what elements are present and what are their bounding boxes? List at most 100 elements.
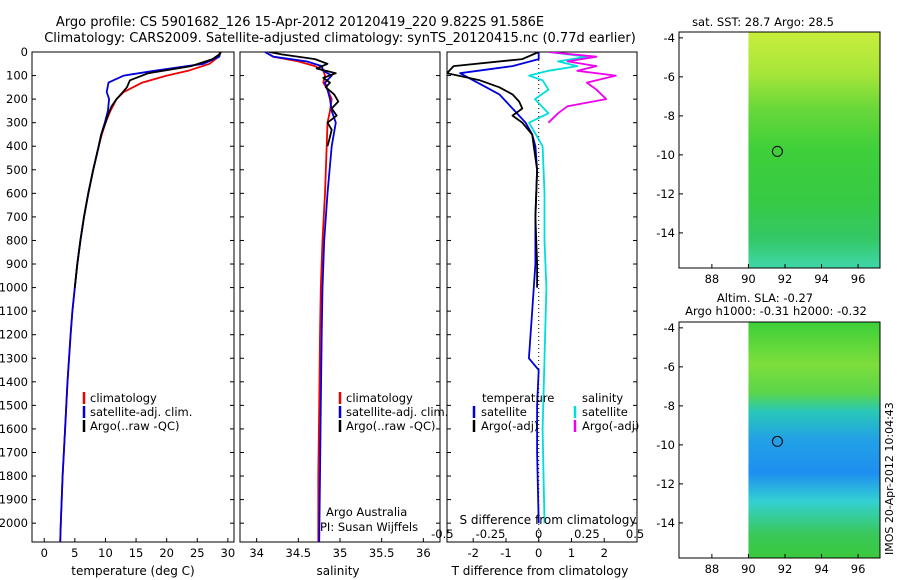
series-line-t-argo-adj- [447, 52, 540, 288]
x-tick-label: 2 [601, 546, 608, 560]
depth-tick-label: 500 [6, 163, 28, 177]
sla-map-panel: Altim. SLA: -0.27 Argo h1000: -0.31 h200… [656, 291, 881, 576]
depth-tick-label: 1300 [0, 351, 28, 365]
map-y-tick-label: -12 [656, 477, 675, 491]
depth-tick-label: 1500 [0, 398, 28, 412]
sla-argo-marker [771, 435, 783, 447]
temperature-legend: climatology satellite-adj. clim. Argo(..… [82, 391, 192, 433]
sst-field [748, 32, 880, 268]
salinity-legend: climatology satellite-adj. clim. Argo(..… [338, 391, 448, 433]
argo-australia-label: Argo Australia [326, 505, 407, 519]
depth-tick-label: 1800 [0, 469, 28, 483]
depth-tick-label: 800 [6, 233, 28, 247]
x-tick-label: 36 [416, 546, 431, 560]
imos-timestamp: IMOS 20-Apr-2012 10:04:43 [883, 402, 896, 555]
x-tick-label: 34 [249, 546, 264, 560]
salinity-x-ticks: 34 34.5 35 35.5 36 [249, 538, 431, 560]
sla-map-title-line1: Altim. SLA: -0.27 [717, 291, 813, 305]
x-tick-label: 25 [190, 546, 205, 560]
sst-argo-marker [771, 145, 783, 157]
map-x-tick-label: 88 [705, 562, 720, 576]
temperature-x-ticks: 0 5 10 15 20 25 30 [41, 538, 236, 560]
depth-tick-label: 1100 [0, 304, 28, 318]
map-y-tick-label: -14 [656, 516, 675, 530]
series-line-argo-raw-qc- [269, 52, 340, 147]
x-tick-label: 34.5 [286, 546, 312, 560]
x-tick-label: 0 [535, 546, 542, 560]
figure-title-line2: Climatology: CARS2009. Satellite-adjuste… [44, 31, 636, 46]
map-x-tick-label: 88 [705, 272, 720, 286]
x-tick-label: 10 [98, 546, 113, 560]
t-difference-xlabel: T difference from climatology [451, 564, 629, 578]
map-x-tick-label: 94 [814, 272, 829, 286]
legend-label-climatology: climatology [90, 391, 157, 405]
legend-label-t-satellite: satellite [481, 405, 527, 419]
x-tick-label: 20 [159, 546, 174, 560]
sst-map-title: sat. SST: 28.7 Argo: 28.5 [692, 15, 834, 29]
map-y-tick-label: -6 [664, 360, 675, 374]
map-field [748, 322, 880, 558]
depth-tick-label: 1900 [0, 493, 28, 507]
x-tick-label: 0.25 [574, 527, 600, 541]
map-y-tick-label: -4 [664, 321, 675, 335]
legend-title-temperature: temperature [482, 391, 554, 405]
sst-map-panel: sat. SST: 28.7 Argo: 28.5 88 90 92 94 96 -4 -6… [656, 15, 881, 286]
sst-map-ticks: 88 90 92 94 96 -4 -6 -8 -10 -12 -14 [656, 31, 865, 286]
legend-label-s-satellite: satellite [582, 405, 628, 419]
map-y-tick-label: -10 [656, 148, 675, 162]
legend-label-s-argo: Argo(-adj) [582, 419, 639, 433]
map-x-tick-label: 94 [814, 562, 829, 576]
x-tick-label: 0 [535, 527, 542, 541]
legend-label-argo: Argo(..raw -QC) [90, 419, 180, 433]
legend-label-satellite: satellite-adj. clim. [90, 405, 192, 419]
figure-title-line1: Argo profile: CS 5901682_126 15-Apr-2012… [56, 15, 544, 30]
depth-tick-label: 600 [6, 186, 28, 200]
temperature-panel: 0100200300400500600700800900100011001200… [0, 45, 637, 578]
sla-map-title-line2: Argo h1000: -0.31 h2000: -0.32 [685, 304, 867, 318]
depth-tick-label: 700 [6, 210, 28, 224]
sst-map-box [678, 31, 881, 269]
map-y-tick-label: -14 [656, 226, 675, 240]
difference-panel: -2 -1 0 1 2 -0.5 -0.25 0 0.25 0.5 S difference f… [431, 51, 644, 578]
sla-map-ticks: 88 90 92 94 96 -4 -6 -8 -10 -12 -14 [656, 321, 865, 576]
map-y-tick-label: -4 [664, 31, 675, 45]
legend-label-t-argo: Argo(-adj) [481, 419, 538, 433]
map-y-tick-label: -6 [664, 70, 675, 84]
depth-tick-label: 400 [6, 139, 28, 153]
map-y-tick-label: -12 [656, 187, 675, 201]
salinity-axes-box [239, 51, 441, 543]
series-line-s-satellite [528, 52, 588, 524]
legend-title-salinity: salinity [582, 391, 623, 405]
map-x-tick-label: 90 [741, 562, 756, 576]
x-tick-label: 30 [221, 546, 236, 560]
difference-axes-box [446, 51, 638, 543]
depth-tick-label: 0 [21, 45, 28, 59]
map-x-tick-label: 90 [741, 272, 756, 286]
depth-tick-label: 2000 [0, 516, 28, 530]
x-tick-label: -0.25 [476, 527, 506, 541]
depth-tick-label: 1000 [0, 281, 28, 295]
depth-tick-label: 900 [6, 257, 28, 271]
depth-tick-label: 1600 [0, 422, 28, 436]
salinity-profiles [264, 52, 340, 542]
sla-map-box [678, 321, 881, 559]
depth-tick-label: 200 [6, 92, 28, 106]
map-x-tick-label: 92 [778, 272, 793, 286]
map-y-tick-label: -8 [664, 109, 675, 123]
x-tick-label: 35 [333, 546, 348, 560]
depth-tick-labels: 0 100 200 300 400 500 600 700 800 900 1000 1100 1200… [0, 45, 637, 530]
depth-tick-label: 300 [6, 116, 28, 130]
x-tick-label: 35.5 [369, 546, 395, 560]
series-line-climatology [59, 52, 221, 542]
x-tick-label: 1 [568, 546, 575, 560]
map-x-tick-label: 96 [851, 562, 866, 576]
map-field [748, 32, 880, 268]
t-difference-x-ticks: -2 -1 0 1 2 [467, 538, 608, 560]
depth-tick-label: 1400 [0, 375, 28, 389]
x-tick-label: -0.5 [431, 527, 453, 541]
depth-tick-label: 100 [6, 69, 28, 83]
pi-label: PI: Susan Wijffels [320, 520, 418, 534]
x-tick-label: 15 [129, 546, 144, 560]
map-x-tick-label: 92 [778, 562, 793, 576]
series-line-climatology [264, 52, 333, 542]
